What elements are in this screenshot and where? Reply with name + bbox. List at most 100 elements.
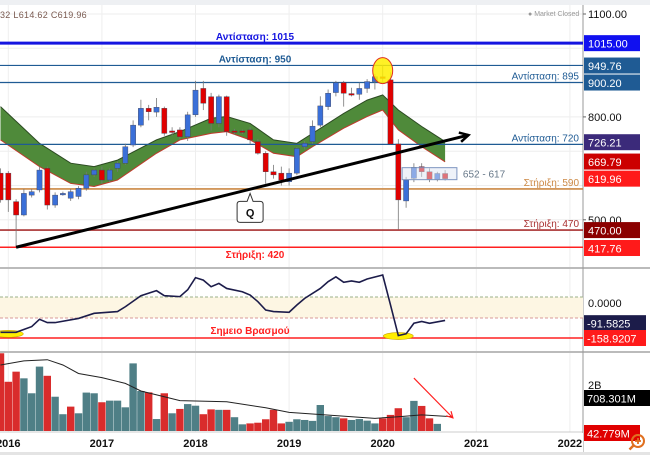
candle-body — [340, 82, 347, 94]
toolbar-strip — [0, 0, 650, 5]
volume-bar — [238, 424, 246, 431]
candle-body — [262, 153, 269, 172]
level-label: Αντίσταση: 1015 — [216, 32, 295, 43]
volume-bar — [35, 366, 44, 431]
volume-bar — [199, 414, 207, 431]
volume-bar — [277, 423, 285, 431]
candle-body — [153, 107, 160, 113]
oscillator-tag-bg — [584, 315, 646, 332]
volume-bar — [394, 408, 402, 431]
candle-body — [239, 130, 246, 133]
candle-body — [36, 169, 43, 191]
trendline-arrow-icon — [458, 131, 472, 143]
level-label: Στήριξη: 590 — [524, 177, 580, 189]
price-tag-bg — [584, 153, 640, 170]
volume-bar — [4, 381, 12, 431]
candle-body — [192, 89, 199, 116]
volume-bar — [418, 405, 426, 431]
time-axis — [0, 433, 583, 455]
volume-bar — [20, 378, 28, 431]
level-label: Αντίσταση: 950 — [219, 54, 292, 65]
volume-bar — [168, 413, 176, 431]
zoom-in-icon[interactable] — [628, 433, 646, 451]
candle-body — [138, 108, 144, 126]
volume-bar — [316, 405, 324, 431]
volume-bar — [121, 407, 129, 431]
time-axis-label: 2021 — [464, 438, 488, 450]
volume-bar — [285, 421, 293, 431]
price-tag-bg — [584, 35, 640, 52]
price-tag-bg — [584, 74, 640, 91]
price-tag: 726.21 — [588, 138, 622, 150]
candle-body — [184, 114, 191, 137]
volume-bar — [386, 414, 395, 431]
candle-body — [28, 191, 35, 196]
candle-body — [216, 96, 222, 124]
volume-bar — [425, 418, 434, 431]
volume-tag-bg — [584, 425, 640, 441]
price-axis-label: 1100.00 — [588, 9, 627, 21]
time-axis-label: 2017 — [90, 438, 114, 450]
trendline — [15, 133, 469, 249]
candle-body — [52, 194, 58, 206]
volume-bar — [363, 420, 371, 431]
oscillator-axis-label: 0.0000 — [588, 298, 622, 310]
candle-body — [348, 93, 355, 96]
price-tag: 619.96 — [588, 174, 622, 186]
volume-bar — [433, 423, 441, 431]
candle-body — [200, 88, 207, 104]
moving-average-band — [0, 94, 446, 187]
callout-text: Q — [246, 207, 255, 219]
price-tag: 417.76 — [588, 244, 622, 256]
candle-body — [0, 172, 4, 201]
candle-body — [122, 146, 129, 164]
candle-body — [75, 188, 82, 197]
price-tag: 470.00 — [588, 226, 622, 238]
level-label: Αντίσταση: 895 — [512, 71, 580, 83]
volume-bar — [12, 371, 20, 431]
volume-bar — [67, 406, 75, 431]
market-status: ● Market Closed — [528, 11, 580, 18]
candle-body — [106, 169, 113, 181]
candle-body — [13, 201, 19, 216]
volume-bar — [246, 423, 254, 431]
candle-body — [270, 171, 277, 176]
volume-bar — [215, 409, 223, 431]
volume-bar — [207, 409, 215, 431]
volume-bar — [74, 413, 83, 431]
volume-bar — [106, 400, 114, 431]
highlight-ellipse — [372, 57, 394, 85]
range-box-label: 652 - 617 — [463, 170, 506, 181]
bottom-scrollbar[interactable] — [0, 452, 650, 455]
volume-bar — [402, 417, 410, 431]
volume-bar — [184, 404, 192, 431]
volume-bar — [347, 419, 356, 431]
volume-bar — [355, 419, 363, 431]
candle-body — [161, 108, 168, 134]
price-axis-label: 800.00 — [588, 112, 622, 124]
oscillator-line — [0, 274, 446, 337]
volume-bar — [269, 409, 278, 431]
volume-bar — [43, 375, 51, 431]
time-axis-label: 2016 — [0, 438, 21, 450]
candle-body — [231, 130, 238, 133]
volume-axis-label: 2B — [588, 380, 601, 392]
volume-bar — [371, 423, 379, 431]
price-tag-bg — [584, 240, 640, 257]
candle-body — [309, 125, 316, 142]
oscillator-tag: -91.5825 — [587, 319, 630, 331]
volume-bar — [293, 419, 301, 431]
candle-body — [301, 143, 308, 147]
candle-body — [5, 172, 12, 201]
candle-body — [60, 193, 66, 196]
time-axis-label: 2018 — [183, 438, 207, 450]
oscillator-tag-bg — [584, 330, 646, 347]
candle-body — [255, 141, 261, 154]
volume-bar — [98, 402, 106, 431]
time-axis-label: 2022 — [558, 438, 582, 450]
candle-body — [356, 88, 363, 95]
candle-body — [247, 129, 253, 141]
boiling-line-label: Σημειο Βρασμού — [210, 326, 289, 337]
candle-body — [114, 163, 121, 169]
